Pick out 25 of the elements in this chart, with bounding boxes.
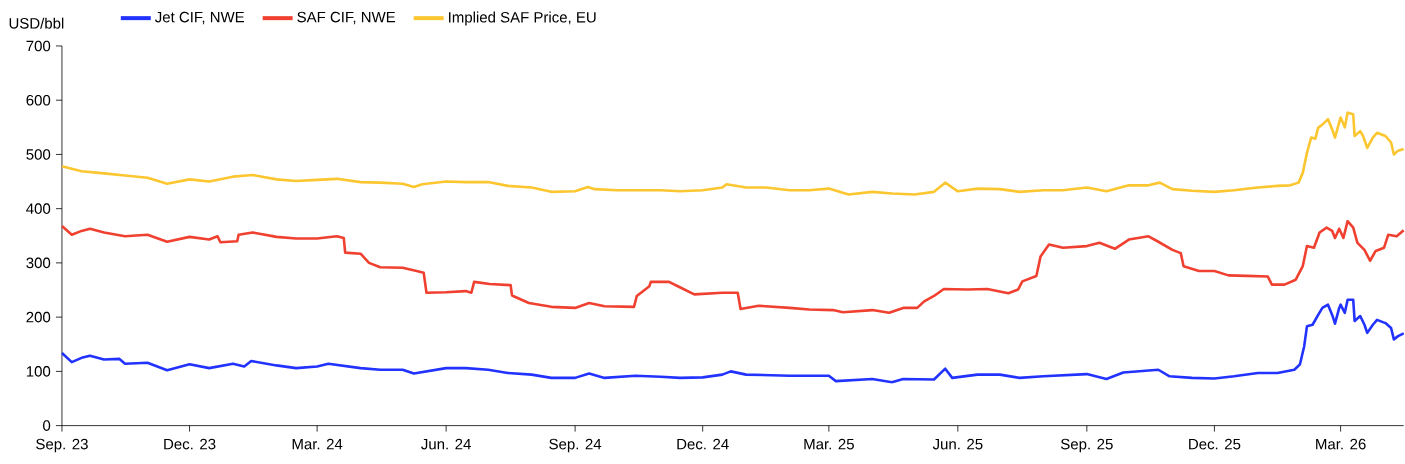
line-series (60, 220, 1405, 315)
x-tick-label: Mar. 25 (804, 439, 854, 450)
x-tick-label: Dec. 23 (164, 439, 216, 450)
legend-label: Jet CIF, NWE (155, 11, 245, 25)
x-tick-label: Sep. 25 (1061, 439, 1113, 453)
x-tick-label: Mar. 26 (1316, 439, 1366, 450)
legend-label: SAF CIF, NWE (297, 11, 396, 25)
x-tick-label: Jun. 24 (421, 439, 471, 450)
line-series (60, 298, 1405, 384)
y-tick-label: 300 (26, 257, 51, 269)
y-tick-label: 0 (43, 420, 51, 432)
y-tick-label: 100 (26, 366, 51, 377)
y-tick-label: 700 (26, 40, 51, 52)
legend-label: Implied SAF Price, EU (449, 11, 596, 26)
y-tick-label: 600 (26, 95, 51, 106)
y-tick-label: 400 (26, 203, 51, 215)
y-tick-label: 500 (26, 149, 51, 160)
x-tick-label: Sep. 24 (549, 439, 602, 453)
y-axis-title: USD/bbl (9, 17, 64, 29)
x-tick-label: Dec. 24 (677, 439, 729, 450)
y-tick-label: 200 (26, 312, 51, 323)
x-tick-label: Mar. 24 (292, 439, 343, 450)
x-tick-label: Dec. 25 (1189, 439, 1241, 450)
x-tick-label: Sep. 23 (36, 439, 88, 453)
x-tick-label: Jun. 25 (932, 439, 983, 450)
